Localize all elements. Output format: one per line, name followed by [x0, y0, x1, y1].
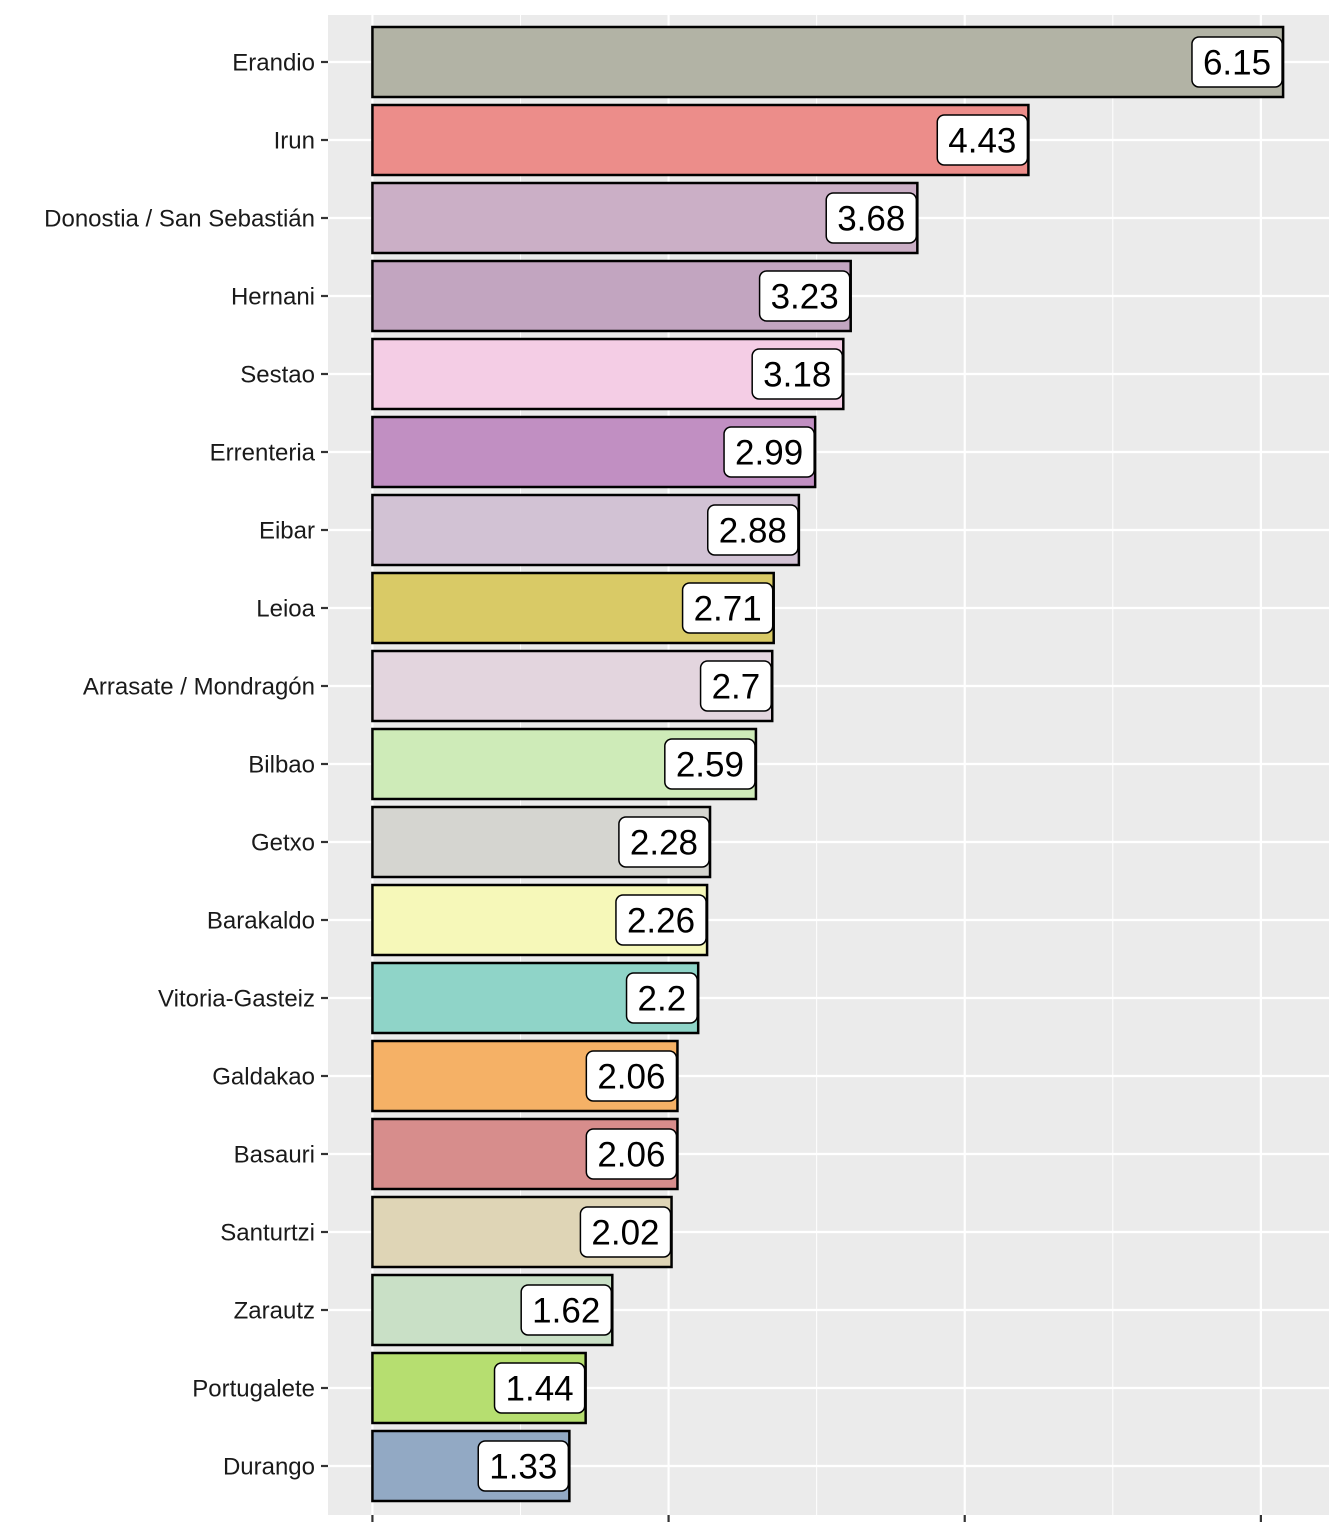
data-label: 2.71: [681, 582, 774, 634]
data-label-text: 2.7: [712, 668, 761, 707]
data-label-text: 2.2: [638, 980, 687, 1019]
y-tick-label: Portugalete: [192, 1376, 315, 1403]
data-label-text: 2.26: [627, 902, 695, 941]
y-tick-label: Durango: [223, 1454, 315, 1481]
data-label-box: [477, 1440, 570, 1492]
data-label: 2.59: [664, 738, 756, 790]
data-label-box: [664, 738, 756, 790]
y-axis: Erandio Irun Donostia / San Sebastián Herna…: [44, 50, 328, 1481]
data-label-text: 2.06: [597, 1058, 665, 1097]
data-label-text: 3.68: [837, 200, 905, 239]
y-tick-label: Bilbao: [248, 752, 315, 779]
y-tick-label: Getxo: [251, 830, 315, 857]
data-label: 1.62: [520, 1284, 613, 1336]
x-axis: [371, 1515, 1262, 1522]
y-tick-label: Erandio: [232, 50, 315, 77]
data-label-box: [615, 894, 707, 946]
data-label: 1.33: [477, 1440, 570, 1492]
y-tick-label: Basauri: [234, 1142, 315, 1169]
y-tick-label: Zarautz: [234, 1298, 315, 1325]
y-tick-label: Errenteria: [210, 440, 316, 467]
y-tick-label: Galdakao: [212, 1064, 315, 1091]
y-tick-label: Arrasate / Mondragón: [83, 674, 315, 701]
data-label-text: 1.62: [532, 1292, 600, 1331]
data-label-box: [681, 582, 774, 634]
data-label-text: 1.44: [506, 1370, 574, 1409]
data-label: 1.44: [493, 1362, 586, 1414]
y-tick-label: Vitoria-Gasteiz: [158, 986, 315, 1013]
data-label-box: [707, 504, 799, 556]
y-tick-label: Santurtzi: [220, 1220, 315, 1247]
data-label-box: [579, 1206, 672, 1258]
data-label-box: [699, 660, 772, 712]
y-tick-label: Leioa: [256, 596, 315, 623]
data-label-text: 3.18: [763, 356, 831, 395]
data-label: 6.15: [1191, 36, 1283, 88]
y-tick-label: Eibar: [259, 518, 315, 545]
data-label: 2.02: [579, 1206, 672, 1258]
data-label-text: 2.28: [630, 824, 698, 863]
bars: 6.15 4.43 3.68 3.23 3.18 2.99 2.88 2.71 2.7 2.59 2…: [371, 25, 1285, 1503]
data-label-box: [825, 192, 918, 244]
data-label-text: 2.06: [597, 1136, 665, 1175]
y-tick-label: Barakaldo: [207, 908, 315, 935]
data-label-box: [585, 1050, 678, 1102]
data-label: 2.99: [723, 426, 815, 478]
data-label-text: 2.99: [735, 434, 803, 473]
data-label-text: 2.88: [719, 512, 787, 551]
y-tick-label: Irun: [274, 128, 315, 155]
y-tick-label: Sestao: [240, 362, 315, 389]
data-label-box: [618, 816, 710, 868]
data-label: 4.43: [936, 114, 1029, 166]
data-label-box: [723, 426, 815, 478]
y-tick-label: Donostia / San Sebastián: [44, 206, 315, 233]
data-label: 2.2: [625, 972, 698, 1024]
data-label-box: [758, 270, 851, 322]
data-label: 2.28: [618, 816, 710, 868]
data-label: 2.7: [699, 660, 772, 712]
data-label: 3.68: [825, 192, 918, 244]
y-tick-label: Hernani: [231, 284, 315, 311]
data-label-box: [1191, 36, 1283, 88]
bar: [371, 103, 1030, 177]
data-label-text: 6.15: [1203, 44, 1271, 83]
data-label-text: 2.59: [676, 746, 744, 785]
data-label-text: 3.23: [771, 278, 839, 317]
data-label: 3.18: [751, 348, 844, 400]
data-label: 3.23: [758, 270, 851, 322]
data-label: 2.26: [615, 894, 707, 946]
data-label: 2.88: [707, 504, 799, 556]
data-label-box: [585, 1128, 678, 1180]
data-label-box: [625, 972, 698, 1024]
data-label-box: [936, 114, 1029, 166]
data-label-box: [520, 1284, 613, 1336]
data-label-box: [751, 348, 844, 400]
data-label-text: 2.71: [694, 590, 762, 629]
data-label-text: 2.02: [591, 1214, 659, 1253]
data-label: 2.06: [585, 1050, 678, 1102]
data-label-box: [493, 1362, 586, 1414]
bar: [371, 25, 1285, 99]
data-label-text: 1.33: [489, 1448, 557, 1487]
data-label-text: 4.43: [948, 122, 1016, 161]
data-label: 2.06: [585, 1128, 678, 1180]
